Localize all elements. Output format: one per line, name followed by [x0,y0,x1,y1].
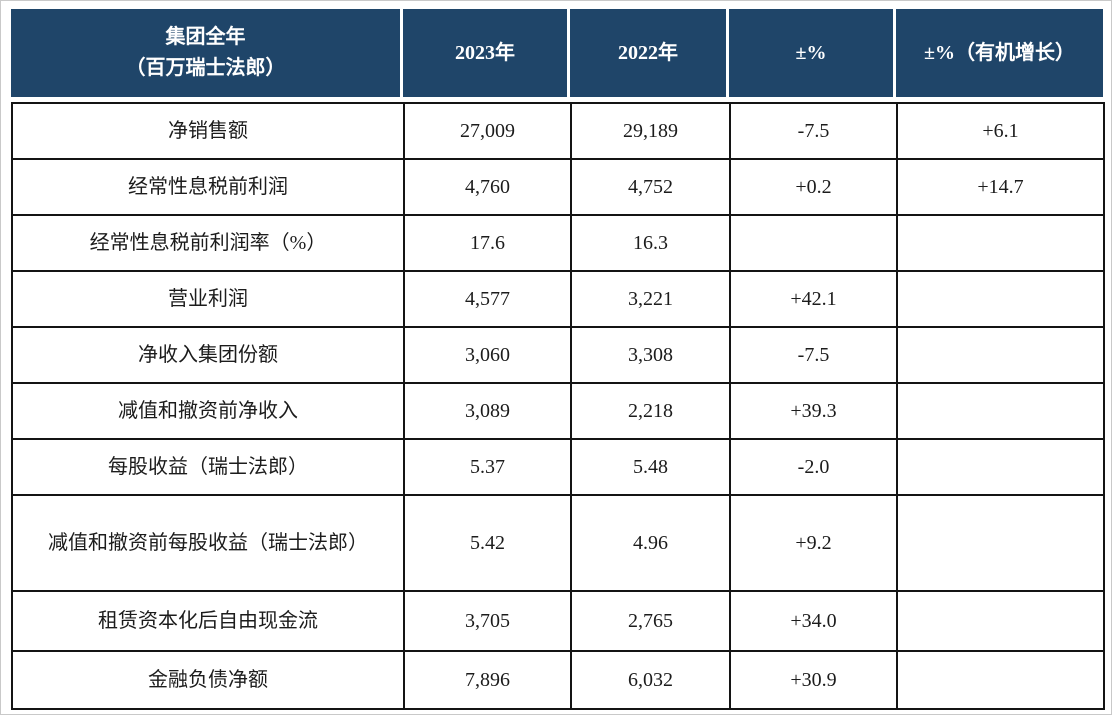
cell-pct: +9.2 [729,494,898,592]
cell-organic: +6.1 [896,102,1105,160]
cell-y2023: 5.37 [403,438,572,496]
cell-pct: +39.3 [729,382,898,440]
header-col-pct: ±% [729,9,896,97]
cell-organic [896,214,1105,272]
cell-pct: -2.0 [729,438,898,496]
row-label: 经常性息税前利润 [11,158,405,216]
cell-y2023: 27,009 [403,102,572,160]
cell-y2023: 3,705 [403,590,572,652]
row-label: 营业利润 [11,270,405,328]
cell-y2023: 7,896 [403,650,572,710]
cell-y2023: 3,060 [403,326,572,384]
row-label: 每股收益（瑞士法郎） [11,438,405,496]
cell-y2022: 6,032 [570,650,731,710]
row-label: 净收入集团份额 [11,326,405,384]
cell-y2022: 16.3 [570,214,731,272]
table-row: 营业利润 4,577 3,221 +42.1 [11,270,1105,328]
cell-organic [896,382,1105,440]
row-label: 减值和撤资前净收入 [11,382,405,440]
cell-pct: +34.0 [729,590,898,652]
financial-results-table: 集团全年 （百万瑞士法郎） 2023年 2022年 ±% ±%（有机增长） 净销… [11,9,1105,710]
cell-y2022: 3,221 [570,270,731,328]
row-label: 经常性息税前利润率（%） [11,214,405,272]
row-label: 金融负债净额 [11,650,405,710]
cell-y2023: 17.6 [403,214,572,272]
row-label: 净销售额 [11,102,405,160]
table-header-row: 集团全年 （百万瑞士法郎） 2023年 2022年 ±% ±%（有机增长） [11,9,1103,97]
cell-organic: +14.7 [896,158,1105,216]
cell-pct: +42.1 [729,270,898,328]
row-label: 减值和撤资前每股收益（瑞士法郎） [11,494,405,592]
table-row: 净收入集团份额 3,060 3,308 -7.5 [11,326,1105,384]
cell-y2022: 2,765 [570,590,731,652]
cell-organic [896,438,1105,496]
cell-pct: +0.2 [729,158,898,216]
cell-organic [896,494,1105,592]
cell-pct: +30.9 [729,650,898,710]
cell-organic [896,650,1105,710]
table-row: 经常性息税前利润 4,760 4,752 +0.2 +14.7 [11,158,1105,216]
cell-y2022: 3,308 [570,326,731,384]
header-group-title: 集团全年 （百万瑞士法郎） [11,9,403,97]
header-group-title-line2: （百万瑞士法郎） [125,57,286,79]
row-label: 租赁资本化后自由现金流 [11,590,405,652]
header-col-2023: 2023年 [403,9,570,97]
table-row: 减值和撤资前净收入 3,089 2,218 +39.3 [11,382,1105,440]
cell-y2022: 5.48 [570,438,731,496]
cell-organic [896,590,1105,652]
cell-organic [896,326,1105,384]
header-group-title-line1: 集团全年 [165,26,246,48]
table-row: 减值和撤资前每股收益（瑞士法郎） 5.42 4.96 +9.2 [11,494,1105,592]
header-col-organic-pct: ±%（有机增长） [896,9,1103,97]
cell-y2023: 4,760 [403,158,572,216]
cell-y2023: 3,089 [403,382,572,440]
table-row: 金融负债净额 7,896 6,032 +30.9 [11,650,1105,710]
table-body: 净销售额 27,009 29,189 -7.5 +6.1 经常性息税前利润 4,760 4,7… [11,102,1105,710]
header-col-2022: 2022年 [570,9,729,97]
cell-y2023: 4,577 [403,270,572,328]
table-row: 净销售额 27,009 29,189 -7.5 +6.1 [11,102,1105,160]
table-row: 每股收益（瑞士法郎） 5.37 5.48 -2.0 [11,438,1105,496]
cell-y2022: 4,752 [570,158,731,216]
cell-pct: -7.5 [729,102,898,160]
table-row: 经常性息税前利润率（%） 17.6 16.3 [11,214,1105,272]
table-row: 租赁资本化后自由现金流 3,705 2,765 +34.0 [11,590,1105,652]
cell-pct: -7.5 [729,326,898,384]
cell-y2022: 29,189 [570,102,731,160]
cell-organic [896,270,1105,328]
cell-y2022: 4.96 [570,494,731,592]
cell-pct [729,214,898,272]
cell-y2023: 5.42 [403,494,572,592]
header-body-divider [11,97,1103,102]
table-body-grid: 净销售额 27,009 29,189 -7.5 +6.1 经常性息税前利润 4,760 4,7… [11,102,1105,710]
cell-y2022: 2,218 [570,382,731,440]
